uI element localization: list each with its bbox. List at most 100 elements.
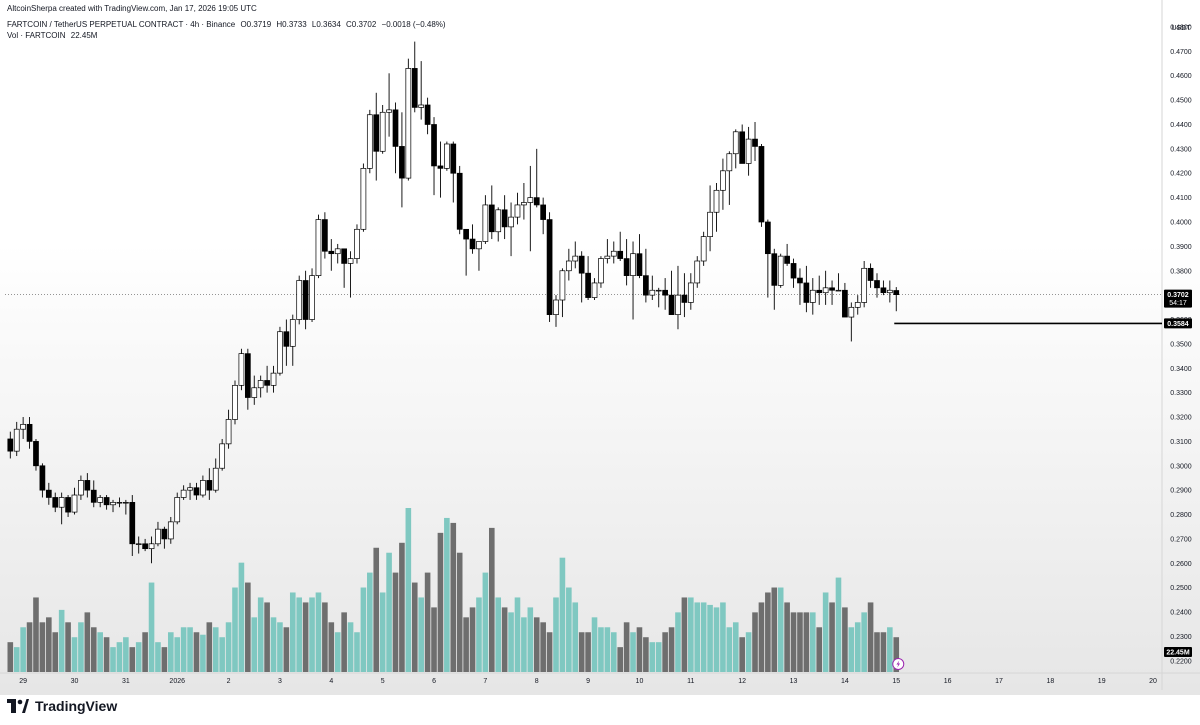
candle[interactable] bbox=[65, 497, 71, 513]
candle[interactable] bbox=[591, 282, 598, 298]
candle[interactable] bbox=[598, 258, 604, 284]
candle[interactable] bbox=[488, 204, 495, 233]
candle[interactable] bbox=[244, 353, 251, 398]
candle[interactable] bbox=[200, 480, 206, 496]
candle[interactable] bbox=[527, 197, 534, 203]
candle[interactable] bbox=[893, 290, 900, 295]
candle[interactable] bbox=[835, 289, 842, 292]
candle[interactable] bbox=[636, 253, 643, 276]
candle[interactable] bbox=[630, 253, 636, 276]
candle[interactable] bbox=[501, 209, 508, 228]
candle[interactable] bbox=[687, 282, 694, 303]
candle[interactable] bbox=[578, 255, 585, 274]
candle[interactable] bbox=[103, 497, 110, 506]
candle[interactable] bbox=[482, 204, 489, 242]
candle[interactable] bbox=[867, 267, 874, 281]
candle[interactable] bbox=[752, 138, 758, 147]
candle[interactable] bbox=[148, 543, 155, 550]
candle[interactable] bbox=[296, 280, 303, 320]
symbol-legend[interactable]: FARTCOIN / TetherUS PERPETUAL CONTRACT ·… bbox=[7, 19, 449, 30]
candle[interactable] bbox=[861, 267, 868, 303]
candle[interactable] bbox=[675, 294, 681, 315]
candle[interactable] bbox=[379, 111, 386, 152]
candle[interactable] bbox=[129, 502, 136, 545]
candle[interactable] bbox=[495, 209, 502, 233]
candle[interactable] bbox=[302, 280, 309, 320]
candle[interactable] bbox=[13, 428, 20, 452]
candle[interactable] bbox=[540, 204, 547, 220]
candle[interactable] bbox=[212, 467, 219, 491]
symbol-title[interactable]: FARTCOIN / TetherUS PERPETUAL CONTRACT ·… bbox=[7, 20, 236, 29]
candle[interactable] bbox=[880, 287, 887, 294]
candle[interactable] bbox=[206, 480, 213, 491]
candle[interactable] bbox=[720, 170, 726, 191]
candle[interactable] bbox=[604, 255, 611, 259]
candle[interactable] bbox=[123, 502, 129, 504]
candle[interactable] bbox=[617, 250, 624, 259]
candle[interactable] bbox=[662, 289, 668, 296]
candle[interactable] bbox=[392, 109, 399, 147]
candle[interactable] bbox=[585, 272, 591, 298]
candle[interactable] bbox=[405, 68, 412, 179]
candle[interactable] bbox=[71, 494, 78, 513]
candle[interactable] bbox=[848, 306, 855, 318]
candle[interactable] bbox=[456, 172, 463, 230]
candle[interactable] bbox=[142, 543, 148, 550]
candle[interactable] bbox=[514, 204, 521, 218]
candle[interactable] bbox=[225, 419, 232, 445]
candle[interactable] bbox=[450, 143, 457, 174]
candle[interactable] bbox=[822, 287, 829, 294]
candle[interactable] bbox=[565, 260, 572, 272]
chart-panel[interactable]: USDT 0.2200 0.2300 0.2400 0.2500 0.2600 0.2700… bbox=[0, 0, 1200, 695]
candle[interactable] bbox=[277, 331, 283, 374]
candle[interactable] bbox=[469, 238, 476, 250]
candle[interactable] bbox=[771, 253, 778, 286]
candle[interactable] bbox=[135, 543, 142, 545]
candle[interactable] bbox=[784, 255, 790, 264]
candle[interactable] bbox=[444, 143, 450, 169]
candle[interactable] bbox=[386, 109, 392, 113]
candle[interactable] bbox=[309, 275, 315, 320]
candle[interactable] bbox=[694, 260, 701, 284]
candle[interactable] bbox=[33, 441, 39, 467]
candle[interactable] bbox=[161, 528, 168, 540]
candle[interactable] bbox=[803, 282, 810, 303]
candle[interactable] bbox=[681, 294, 688, 303]
candle[interactable] bbox=[643, 275, 649, 296]
candle[interactable] bbox=[97, 497, 104, 503]
candle[interactable] bbox=[354, 228, 360, 259]
volume-legend[interactable]: Vol · FARTCOIN 22.45M bbox=[7, 30, 100, 41]
candle[interactable] bbox=[700, 236, 707, 262]
candle[interactable] bbox=[732, 131, 739, 155]
candle[interactable] bbox=[546, 219, 553, 315]
candle[interactable] bbox=[347, 258, 354, 264]
candle[interactable] bbox=[373, 114, 380, 152]
candle[interactable] bbox=[45, 489, 52, 498]
candle[interactable] bbox=[411, 68, 418, 108]
candle[interactable] bbox=[508, 216, 514, 228]
candle[interactable] bbox=[758, 146, 765, 223]
candle[interactable] bbox=[745, 138, 752, 164]
candle[interactable] bbox=[167, 521, 174, 540]
candle[interactable] bbox=[649, 289, 656, 296]
candle[interactable] bbox=[58, 497, 65, 508]
candle[interactable] bbox=[476, 241, 482, 250]
candle[interactable] bbox=[739, 131, 746, 164]
candle[interactable] bbox=[322, 219, 328, 252]
candle[interactable] bbox=[463, 228, 469, 240]
tradingview-logo[interactable]: TradingView bbox=[7, 698, 117, 714]
candle[interactable] bbox=[238, 353, 245, 386]
candle[interactable] bbox=[341, 248, 347, 264]
candle[interactable] bbox=[797, 277, 803, 284]
candle[interactable] bbox=[854, 302, 861, 308]
candle[interactable] bbox=[110, 502, 116, 506]
candle[interactable] bbox=[790, 263, 797, 279]
candle[interactable] bbox=[78, 480, 84, 496]
candle[interactable] bbox=[360, 168, 367, 230]
candle[interactable] bbox=[155, 528, 161, 545]
candle[interactable] bbox=[437, 165, 444, 169]
candle[interactable] bbox=[842, 289, 848, 318]
candle[interactable] bbox=[26, 423, 33, 442]
price-chart[interactable]: USDT 0.2200 0.2300 0.2400 0.2500 0.2600 0.2700… bbox=[0, 0, 1200, 695]
candle[interactable] bbox=[777, 255, 784, 286]
